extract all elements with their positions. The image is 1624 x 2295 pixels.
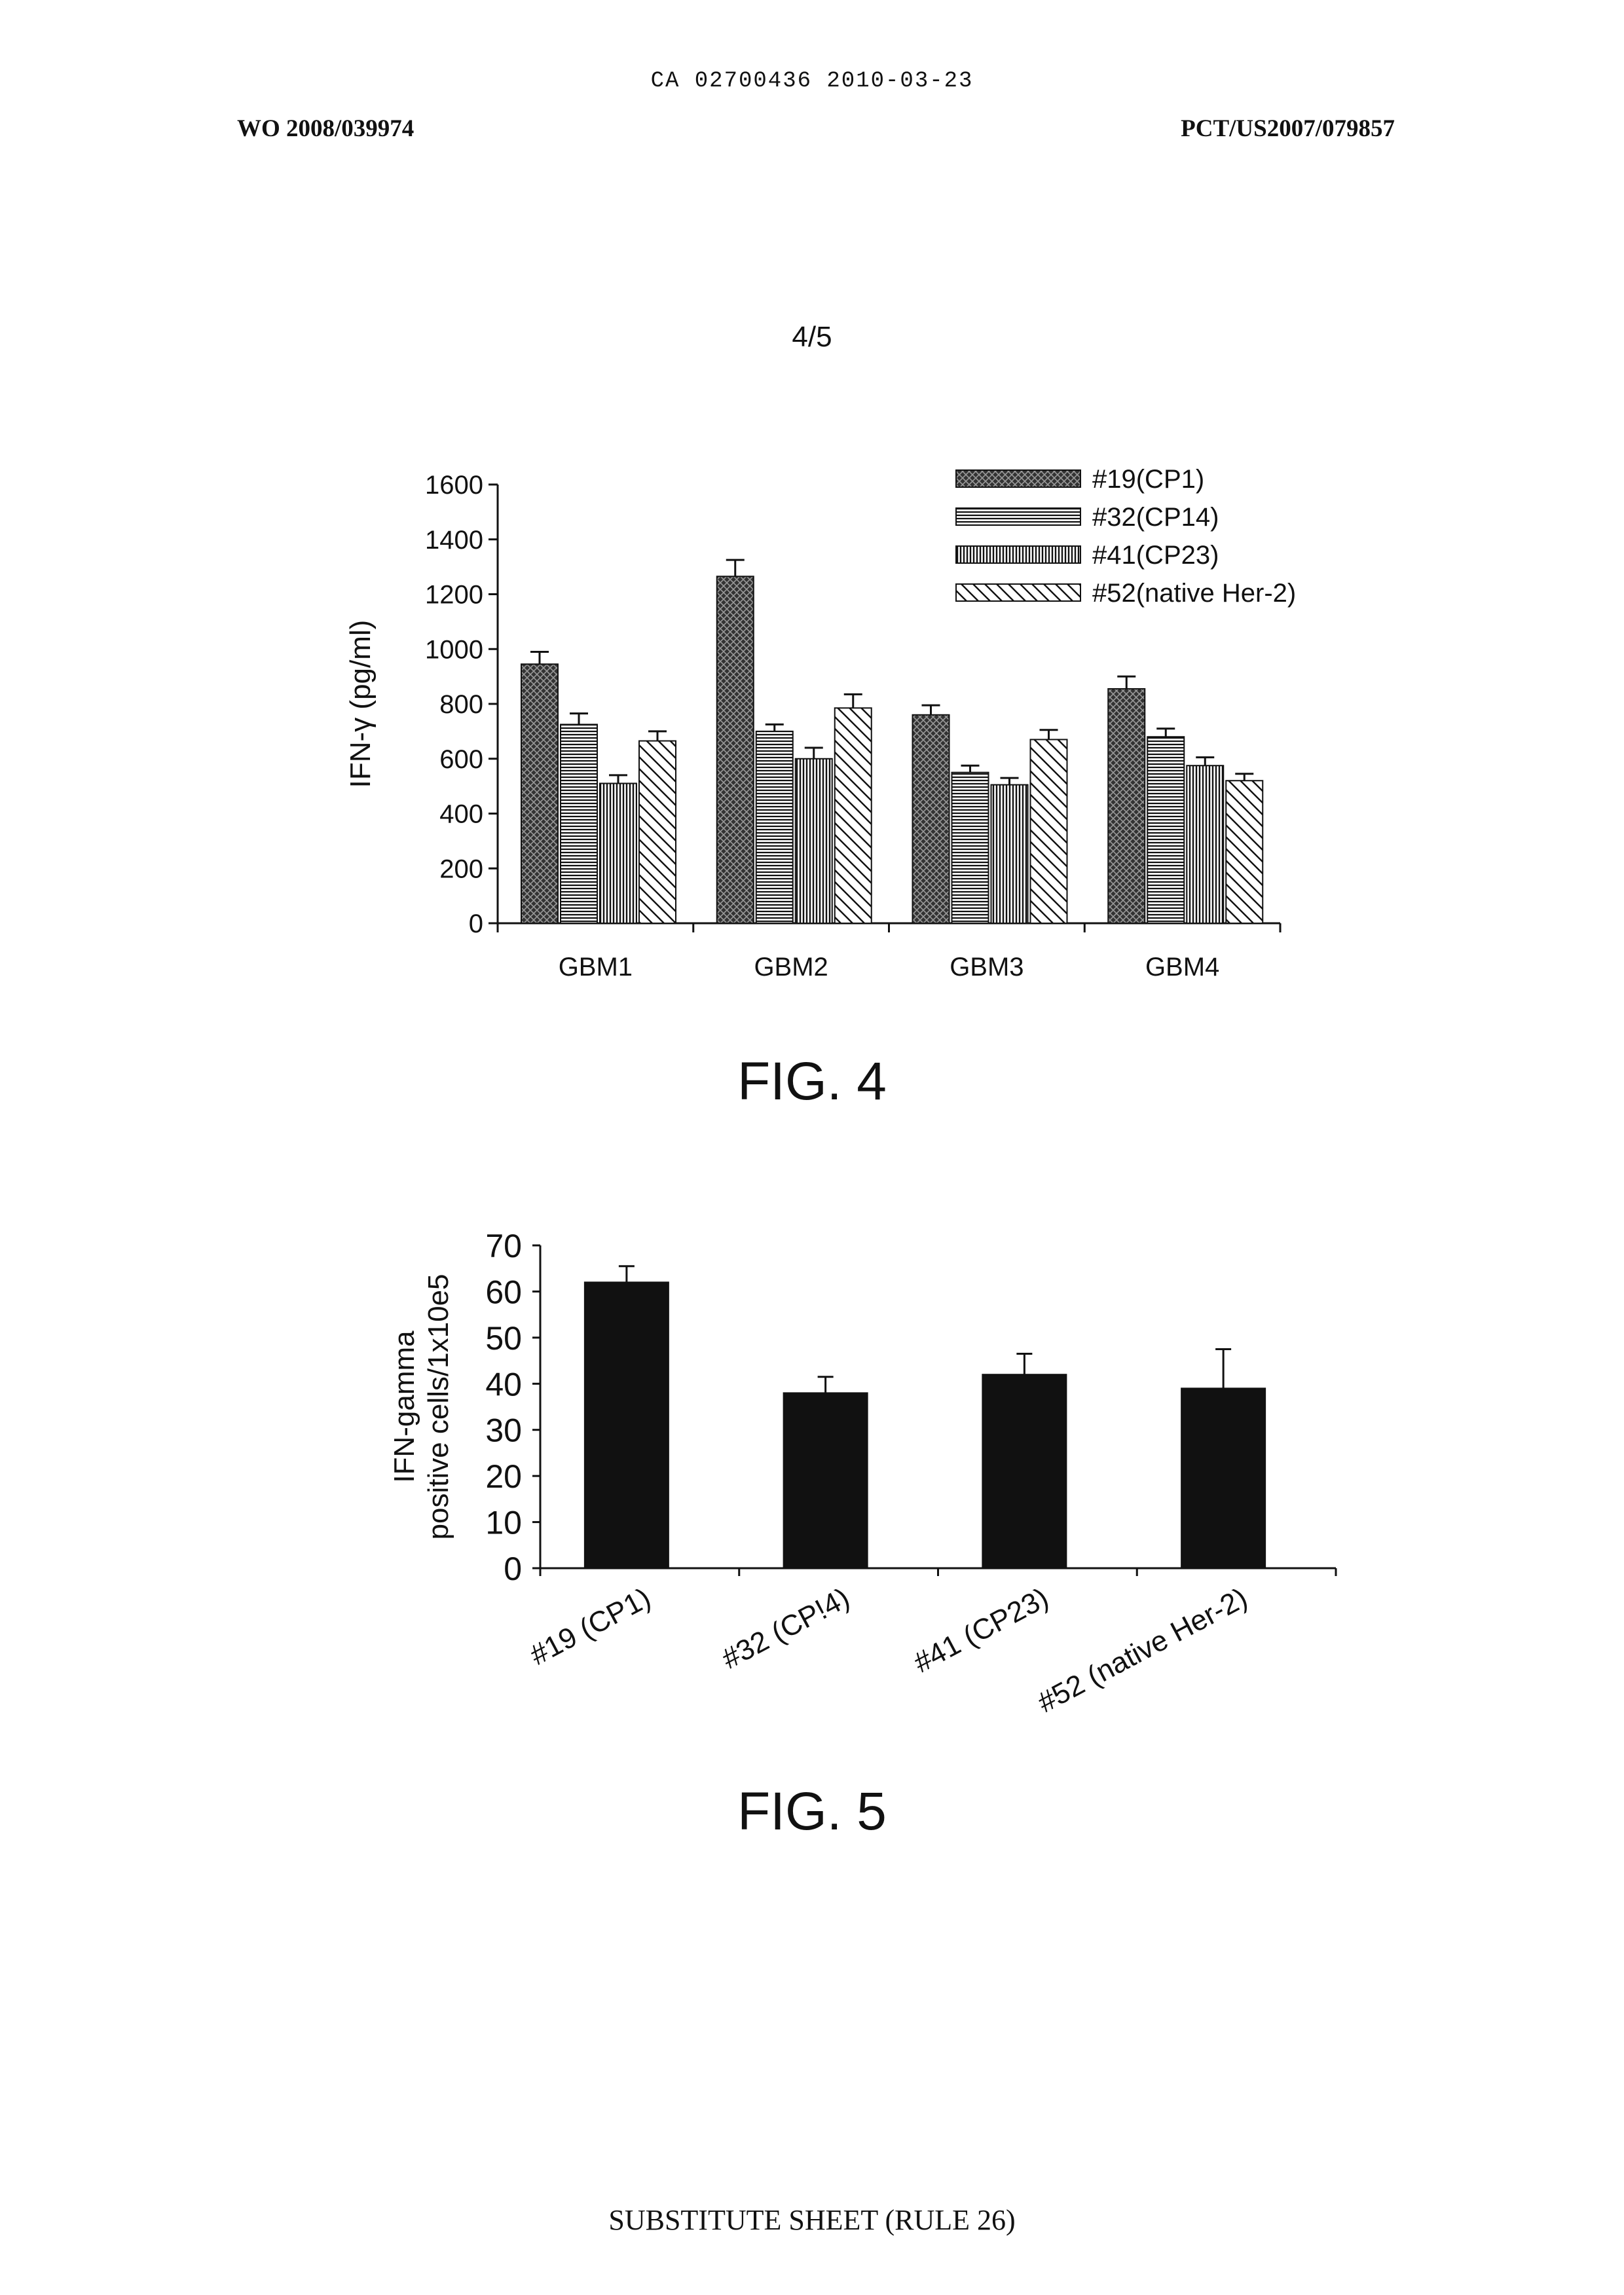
fig4-y-tick-label: 400: [439, 800, 483, 829]
fig4-y-tick-label: 1000: [425, 635, 483, 664]
fig4-y-tick-label: 1600: [425, 471, 483, 500]
fig5-y-tick-label: 40: [485, 1366, 522, 1403]
fig4-category-label: GBM4: [1145, 953, 1219, 982]
fig5-y-tick-label: 70: [485, 1228, 522, 1264]
fig4-legend-label: #41(CP23): [1092, 541, 1219, 570]
fig4-category-label: GBM1: [559, 953, 633, 982]
fig4-bar: [952, 773, 989, 923]
footer-text: SUBSTITUTE SHEET (RULE 26): [0, 2203, 1624, 2237]
fig5-y-tick-label: 30: [485, 1412, 522, 1449]
fig4-y-tick-label: 1200: [425, 581, 483, 610]
fig5-bar: [585, 1282, 669, 1568]
fig4-bar: [1031, 739, 1067, 923]
fig4-legend-swatch: [956, 584, 1080, 601]
fig5-caption: FIG. 5: [0, 1781, 1624, 1843]
fig4-bar: [521, 664, 558, 923]
fig4-bar: [913, 715, 950, 923]
fig4-bar: [639, 741, 676, 923]
fig4-bar: [1187, 765, 1223, 923]
fig5-y-tick-label: 0: [504, 1551, 522, 1587]
fig4-bar: [1147, 737, 1184, 923]
fig5-category-label: #52 (native Her-2): [1033, 1582, 1253, 1719]
fig4-bar: [991, 785, 1028, 923]
fig4-legend-swatch: [956, 546, 1080, 563]
fig4-category-label: GBM2: [754, 953, 828, 982]
fig4-bar: [600, 783, 637, 923]
fig4-caption: FIG. 4: [0, 1051, 1624, 1112]
fig5-y-tick-label: 10: [485, 1505, 522, 1541]
fig4-legend-label: #32(CP14): [1092, 503, 1219, 532]
fig4-bar: [796, 759, 832, 923]
fig5-y-tick-label: 20: [485, 1458, 522, 1495]
fig4-y-tick-label: 1400: [425, 526, 483, 555]
fig5-bar: [1181, 1388, 1265, 1568]
fig4-bar: [835, 708, 872, 923]
fig4-y-axis-label: IFN-γ (pg/ml): [344, 620, 377, 788]
fig4-y-tick-label: 600: [439, 745, 483, 774]
fig5-y-axis-label: IFN-gammapositive cells/1x10e5: [388, 1274, 454, 1539]
fig5-y-axis-label-line1: IFN-gamma: [388, 1331, 420, 1483]
fig4-category-label: GBM3: [950, 953, 1024, 982]
fig4-legend-swatch: [956, 470, 1080, 487]
fig4-legend-swatch: [956, 508, 1080, 525]
fig5-y-tick-label: 50: [485, 1320, 522, 1357]
fig4-bar: [1108, 689, 1145, 923]
fig4-y-tick-label: 0: [469, 909, 483, 938]
fig5-category-label: #19 (CP1): [525, 1582, 655, 1672]
fig4-bar: [756, 731, 793, 923]
fig4-bar: [561, 724, 597, 923]
fig4-bar: [1226, 780, 1263, 923]
fig4-legend-label: #19(CP1): [1092, 465, 1204, 494]
fig5-y-axis-label-line2: positive cells/1x10e5: [422, 1274, 454, 1539]
fig4-y-tick-label: 800: [439, 690, 483, 719]
fig4-y-tick-label: 200: [439, 854, 483, 883]
fig5-category-label: #41 (CP23): [908, 1582, 1054, 1680]
fig4-legend-label: #52(native Her-2): [1092, 579, 1296, 608]
fig5-bar: [982, 1374, 1066, 1568]
fig5-category-label: #32 (CP!4): [716, 1582, 855, 1676]
fig5-bar: [784, 1393, 868, 1568]
fig4-bar: [717, 576, 754, 923]
fig5-y-tick-label: 60: [485, 1274, 522, 1310]
